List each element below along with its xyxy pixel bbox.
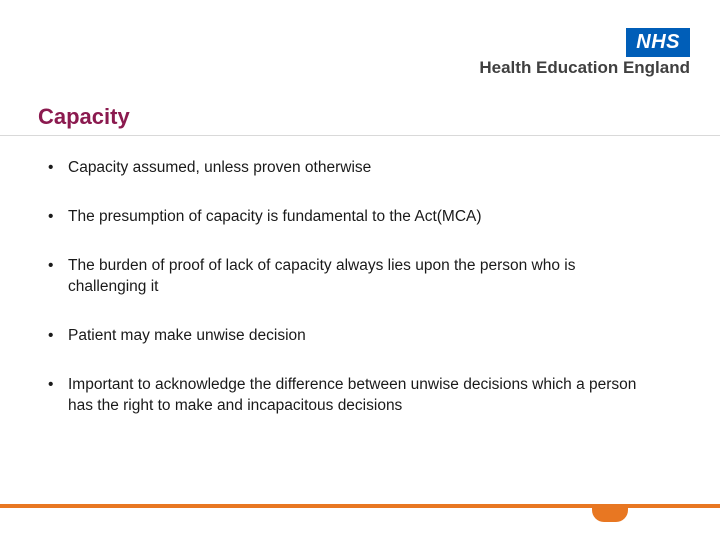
list-item: • The burden of proof of lack of capacit… xyxy=(48,256,650,298)
list-item: • The presumption of capacity is fundame… xyxy=(48,207,650,228)
list-item: • Important to acknowledge the differenc… xyxy=(48,375,650,417)
list-item: • Patient may make unwise decision xyxy=(48,326,650,347)
title-underline xyxy=(0,135,720,136)
bullet-list: • Capacity assumed, unless proven otherw… xyxy=(48,158,650,444)
bullet-dot-icon: • xyxy=(48,207,62,228)
bullet-text: Capacity assumed, unless proven otherwis… xyxy=(62,158,650,179)
nhs-logo-block: NHS xyxy=(626,28,690,57)
bullet-text: The burden of proof of lack of capacity … xyxy=(62,256,650,298)
hee-brand-text: Health Education England xyxy=(479,58,690,78)
bullet-dot-icon: • xyxy=(48,158,62,179)
footer-notch-icon xyxy=(592,508,628,522)
list-item: • Capacity assumed, unless proven otherw… xyxy=(48,158,650,179)
bullet-text: The presumption of capacity is fundament… xyxy=(62,207,650,228)
slide-title: Capacity xyxy=(38,104,130,130)
bullet-dot-icon: • xyxy=(48,326,62,347)
nhs-logo: NHS xyxy=(626,28,690,57)
bullet-dot-icon: • xyxy=(48,375,62,396)
bullet-dot-icon: • xyxy=(48,256,62,277)
bullet-text: Important to acknowledge the difference … xyxy=(62,375,650,417)
bullet-text: Patient may make unwise decision xyxy=(62,326,650,347)
